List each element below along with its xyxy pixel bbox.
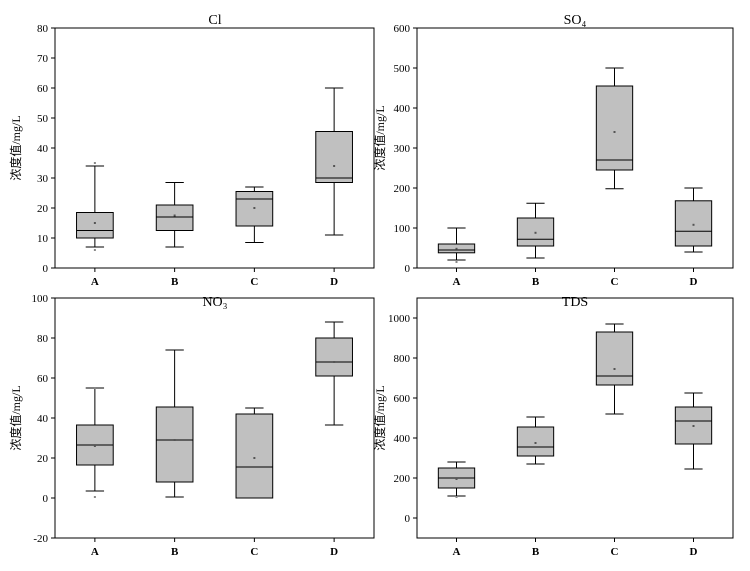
x-tick-label-tds-b: B (532, 546, 540, 558)
panel-cl: Cl 浓度值/mg/L 0 10 20 30 40 50 60 70 80 A B C D (8, 13, 375, 288)
panel-so4: SO₄ 浓度值/mg/L 0 100 200 300 400 500 600 A B C D (372, 13, 734, 288)
plot-frame-no3 (54, 297, 375, 539)
y-tick-label-cl: 80 (37, 23, 49, 35)
y-tick-label-cl: 70 (37, 53, 49, 65)
mean-marker-tds-d (692, 425, 695, 427)
y-tick-label-cl: 30 (37, 173, 49, 185)
mean-marker-so4-a (455, 247, 458, 250)
y-tick-label-so4: 100 (394, 223, 411, 235)
mean-marker-tds-a (455, 478, 458, 480)
y-tick-label-so4: 400 (394, 103, 411, 115)
y-tick-label-cl: 50 (37, 113, 49, 125)
y-tick-label-cl: 0 (43, 263, 49, 275)
y-tick-label-so4: 500 (394, 63, 411, 75)
y-tick-label-no3: 0 (43, 493, 49, 505)
x-tick-label-no3-c: C (250, 546, 258, 558)
y-tick-label-tds: 600 (394, 393, 411, 405)
y-tick-label-cl: 20 (37, 203, 49, 215)
mean-marker-no3-d (333, 361, 336, 363)
box-cl-b (155, 204, 194, 231)
mean-marker-cl-a (93, 222, 96, 224)
y-tick-label-no3: 100 (32, 293, 49, 305)
y-tick-label-cl: 40 (37, 143, 49, 155)
x-tick-label-tds-a: A (453, 546, 461, 558)
y-axis-title-so4: 浓度值/mg/L (372, 105, 387, 170)
outlier-marker-tds-a (455, 496, 458, 498)
x-tick-label-so4-a: A (453, 276, 461, 288)
x-tick-label-tds-d: D (690, 546, 698, 558)
box-so4-d (674, 200, 713, 247)
panel-title-cl: Cl (208, 13, 221, 28)
x-tick-label-no3-a: A (91, 546, 99, 558)
y-tick-label-so4: 0 (405, 263, 411, 275)
plot-frame-tds (416, 297, 734, 539)
y-tick-label-no3: 40 (37, 413, 49, 425)
panel-no3: NO₃ 浓度值/mg/L -20 0 20 40 60 80 100 A B C D (8, 293, 375, 558)
box-so4-c (595, 85, 634, 171)
y-tick-label-cl: 60 (37, 83, 49, 95)
box-cl-a (76, 212, 114, 239)
mean-marker-no3-c (253, 457, 256, 459)
mean-marker-cl-b (173, 214, 176, 217)
mean-marker-tds-c (613, 368, 616, 370)
x-tick-label-so4-c: C (611, 276, 619, 288)
mean-marker-cl-c (253, 207, 256, 209)
y-tick-label-so4: 600 (394, 23, 411, 35)
x-tick-label-tds-c: C (611, 546, 619, 558)
y-tick-label-no3: -20 (33, 533, 48, 545)
y-axis-title-tds: 浓度值/mg/L (372, 385, 387, 450)
y-tick-label-tds: 0 (405, 513, 411, 525)
y-tick-label-tds: 1000 (388, 313, 411, 325)
y-tick-label-so4: 300 (394, 143, 411, 155)
y-axis-title-cl: 浓度值/mg/L (8, 115, 23, 180)
panel-title-tds: TDS (562, 295, 588, 310)
y-tick-label-cl: 10 (37, 233, 49, 245)
mean-marker-so4-d (692, 223, 695, 226)
y-tick-label-no3: 20 (37, 453, 49, 465)
outlier-marker-no3-a (93, 496, 96, 498)
mean-marker-tds-b (534, 442, 537, 444)
mean-marker-so4-b (534, 231, 537, 234)
panel-tds: TDS 浓度值/mg/L 0 200 400 600 800 1000 A B C D (372, 295, 734, 558)
box-tds-c (595, 331, 634, 386)
y-axis-title-no3: 浓度值/mg/L (8, 385, 23, 450)
y-tick-label-no3: 80 (37, 333, 49, 345)
x-tick-label-no3-b: B (171, 546, 179, 558)
outlier-marker-cl-a (93, 162, 96, 164)
x-tick-label-cl-d: D (330, 276, 338, 288)
panel-title-no3: NO₃ (202, 295, 227, 310)
panel-title-so4: SO₄ (564, 13, 587, 28)
box-tds-b (516, 426, 555, 457)
x-tick-label-cl-c: C (250, 276, 258, 288)
y-tick-label-no3: 60 (37, 373, 49, 385)
y-tick-label-tds: 200 (394, 473, 411, 485)
outlier-marker-cl-a (93, 249, 96, 251)
box-no3-b (155, 406, 194, 483)
mean-marker-no3-a (93, 445, 96, 447)
y-tick-label-tds: 400 (394, 433, 411, 445)
x-tick-label-no3-d: D (330, 546, 338, 558)
x-tick-label-cl-a: A (91, 276, 99, 288)
y-tick-label-so4: 200 (394, 183, 411, 195)
x-tick-label-so4-d: D (690, 276, 698, 288)
box-cl-d (315, 131, 353, 183)
x-tick-label-cl-b: B (171, 276, 179, 288)
outlier-marker-no3-a (93, 387, 96, 389)
x-tick-label-so4-b: B (532, 276, 540, 288)
mean-marker-so4-c (613, 131, 616, 133)
box-no3-c (235, 413, 274, 499)
mean-marker-no3-b (173, 439, 176, 441)
y-tick-label-tds: 800 (394, 353, 411, 365)
box-no3-d (315, 337, 353, 377)
mean-marker-cl-d (333, 165, 336, 167)
outlier-marker-so4-a (455, 261, 458, 263)
